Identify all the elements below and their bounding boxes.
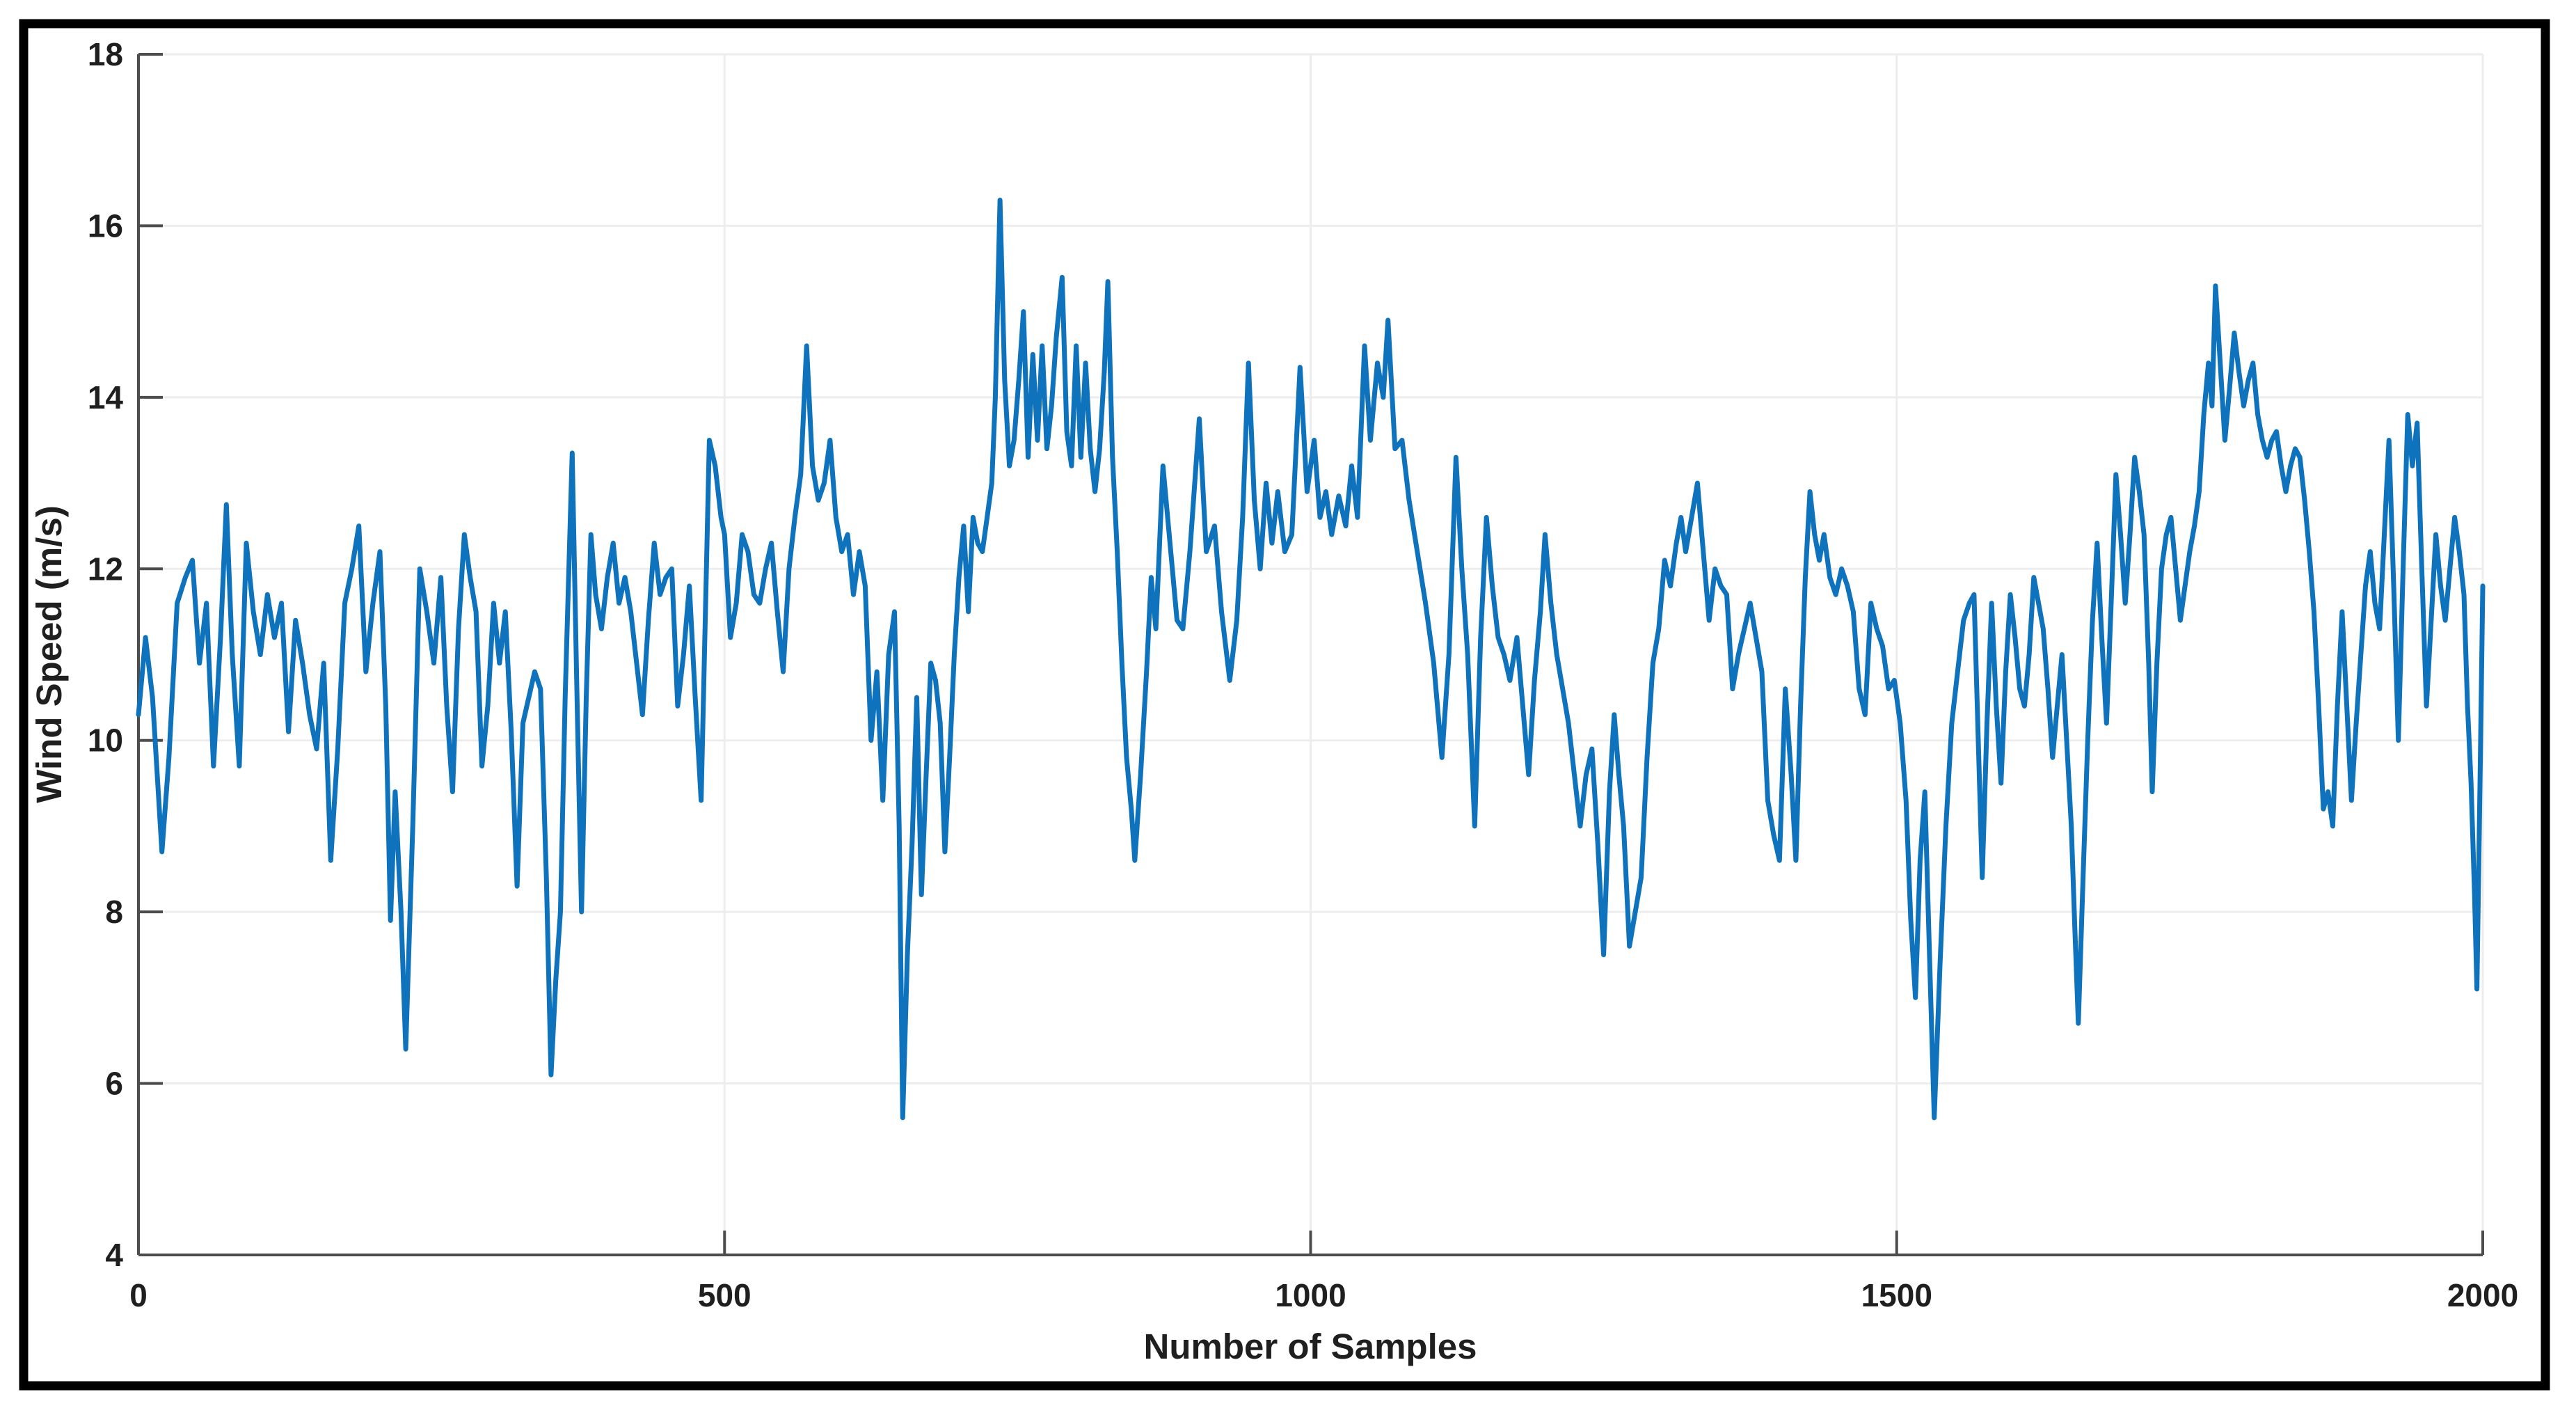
x-tick-label: 500	[698, 1277, 752, 1313]
x-tick-label: 1000	[1275, 1277, 1346, 1313]
y-tick-label: 16	[88, 207, 123, 244]
y-tick-label: 8	[105, 894, 123, 930]
y-tick-label: 6	[105, 1066, 123, 1102]
y-tick-label: 10	[88, 722, 123, 759]
figure-border	[19, 19, 2550, 1391]
y-tick-label: 14	[88, 379, 124, 416]
y-tick-labels: 4 6 8 10 12 14 16 18	[88, 36, 124, 1273]
tick-layer	[137, 53, 2484, 1256]
x-axis-label: Number of Samples	[1144, 1327, 1477, 1366]
y-tick-label: 18	[88, 36, 123, 72]
y-axis-label: Wind Speed (m/s)	[29, 505, 69, 803]
x-tick-label: 1500	[1861, 1277, 1932, 1313]
y-tick-label: 4	[105, 1237, 123, 1273]
x-tick-labels: 0 500 1000 1500 2000	[129, 1277, 2518, 1313]
x-tick-label: 0	[129, 1277, 148, 1313]
wind-speed-line	[136, 198, 2486, 1121]
x-tick-label: 2000	[2447, 1277, 2518, 1313]
y-tick-label: 12	[88, 551, 123, 587]
